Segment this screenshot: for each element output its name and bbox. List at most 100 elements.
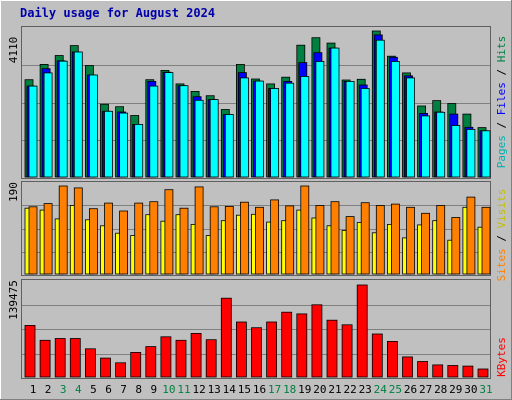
bar-kbytes-day-4 <box>69 338 81 378</box>
bar-sites-day-4 <box>73 187 83 275</box>
x-tick-label: 2 <box>45 383 52 396</box>
top-ymax-label: 4110 <box>7 37 20 64</box>
x-tick-label: 13 <box>208 383 221 396</box>
x-tick-label: 20 <box>313 383 326 396</box>
bar-sites-day-13 <box>209 206 219 275</box>
bar-kbytes-day-1 <box>24 324 36 378</box>
bar-kbytes-day-30 <box>462 365 474 378</box>
bar-kbytes-day-21 <box>326 319 338 378</box>
bar-kbytes-day-17 <box>266 321 278 378</box>
x-tick-label: 28 <box>434 383 447 396</box>
bar-pages-day-15 <box>239 77 249 178</box>
bar-sites-day-25 <box>390 203 400 275</box>
middle-ymax-label: 190 <box>7 182 20 202</box>
bar-sites-day-17 <box>270 199 280 275</box>
bar-pages-day-30 <box>466 128 476 178</box>
bar-sites-day-23 <box>360 202 370 275</box>
chart-title: Daily usage for August 2024 <box>20 6 215 20</box>
x-tick-label: 12 <box>192 383 205 396</box>
bar-pages-day-1 <box>28 85 38 178</box>
x-tick-label: 7 <box>120 383 127 396</box>
bar-sites-day-1 <box>28 206 38 275</box>
bar-pages-day-12 <box>194 99 204 178</box>
bar-sites-day-6 <box>104 202 113 275</box>
x-tick-label: 30 <box>464 383 477 396</box>
x-tick-label: 5 <box>90 383 97 396</box>
bar-pages-day-22 <box>345 81 355 178</box>
bar-pages-day-5 <box>89 74 98 178</box>
bar-kbytes-day-27 <box>417 361 429 378</box>
bar-sites-day-24 <box>375 205 385 275</box>
bar-pages-day-26 <box>406 77 415 178</box>
bottom-ymax-label: 139475 <box>7 280 20 320</box>
bar-pages-day-9 <box>149 85 159 178</box>
bar-kbytes-day-18 <box>281 311 293 378</box>
bar-pages-day-20 <box>315 61 325 178</box>
x-tick-label: 18 <box>283 383 296 396</box>
x-tick-label: 31 <box>479 383 492 396</box>
x-tick-label: 17 <box>268 383 281 396</box>
x-tick-label: 10 <box>162 383 175 396</box>
bar-pages-day-8 <box>134 124 144 178</box>
x-tick-label: 1 <box>30 383 37 396</box>
bar-sites-day-27 <box>421 212 431 275</box>
legend-kbytes: KBytes <box>495 337 508 377</box>
bar-kbytes-day-15 <box>235 321 247 378</box>
bar-kbytes-day-10 <box>160 336 172 378</box>
bar-pages-day-19 <box>300 76 310 178</box>
bar-kbytes-day-24 <box>371 333 383 378</box>
bar-kbytes-day-23 <box>356 284 368 378</box>
bar-pages-day-3 <box>58 60 68 178</box>
bar-kbytes-day-7 <box>115 362 126 378</box>
x-tick-label: 16 <box>253 383 266 396</box>
bar-sites-day-7 <box>119 210 128 275</box>
bar-kbytes-day-31 <box>477 368 489 378</box>
bar-kbytes-day-28 <box>432 364 444 378</box>
bar-kbytes-day-26 <box>402 356 413 378</box>
bar-sites-day-20 <box>315 205 325 275</box>
x-tick-label: 29 <box>449 383 462 396</box>
x-tick-label: 23 <box>359 383 372 396</box>
bar-sites-day-10 <box>164 189 174 275</box>
bar-pages-day-18 <box>285 82 295 178</box>
bar-pages-day-11 <box>179 85 189 178</box>
bar-kbytes-day-11 <box>175 339 187 378</box>
x-tick-label: 24 <box>374 383 388 396</box>
bar-sites-day-26 <box>406 206 415 275</box>
bar-sites-day-18 <box>285 205 295 275</box>
bar-kbytes-day-25 <box>386 340 398 378</box>
x-tick-label: 14 <box>223 383 237 396</box>
bar-sites-day-31 <box>481 206 491 275</box>
legend-visits: Visits <box>495 189 508 229</box>
bar-pages-day-27 <box>421 115 431 178</box>
bar-kbytes-day-8 <box>130 351 142 378</box>
bar-pages-day-21 <box>330 47 340 178</box>
x-tick-label: 8 <box>135 383 142 396</box>
bar-sites-day-3 <box>58 185 68 275</box>
bar-sites-day-15 <box>239 201 249 275</box>
bar-sites-day-22 <box>345 216 355 275</box>
bar-kbytes-day-13 <box>205 339 217 378</box>
bar-kbytes-day-29 <box>447 365 459 378</box>
bar-kbytes-day-5 <box>85 348 96 378</box>
bar-pages-day-25 <box>390 61 400 178</box>
x-tick-label: 19 <box>298 383 311 396</box>
bar-sites-day-30 <box>466 196 476 275</box>
bar-pages-day-6 <box>104 110 113 178</box>
bar-sites-day-12 <box>194 186 204 275</box>
bar-sites-day-16 <box>255 206 264 275</box>
bar-sites-day-28 <box>436 205 446 275</box>
bar-kbytes-day-2 <box>39 339 51 378</box>
bar-pages-day-28 <box>436 111 446 178</box>
bar-kbytes-day-16 <box>251 327 262 378</box>
x-tick-label: 6 <box>105 383 112 396</box>
bar-kbytes-day-3 <box>54 338 66 378</box>
bar-kbytes-day-19 <box>296 313 308 378</box>
bar-pages-day-2 <box>43 72 53 178</box>
bar-sites-day-8 <box>134 202 144 275</box>
bar-kbytes-day-9 <box>145 346 157 378</box>
x-tick-label: 22 <box>343 383 356 396</box>
bar-pages-day-29 <box>451 125 461 178</box>
bar-sites-day-21 <box>330 201 340 275</box>
